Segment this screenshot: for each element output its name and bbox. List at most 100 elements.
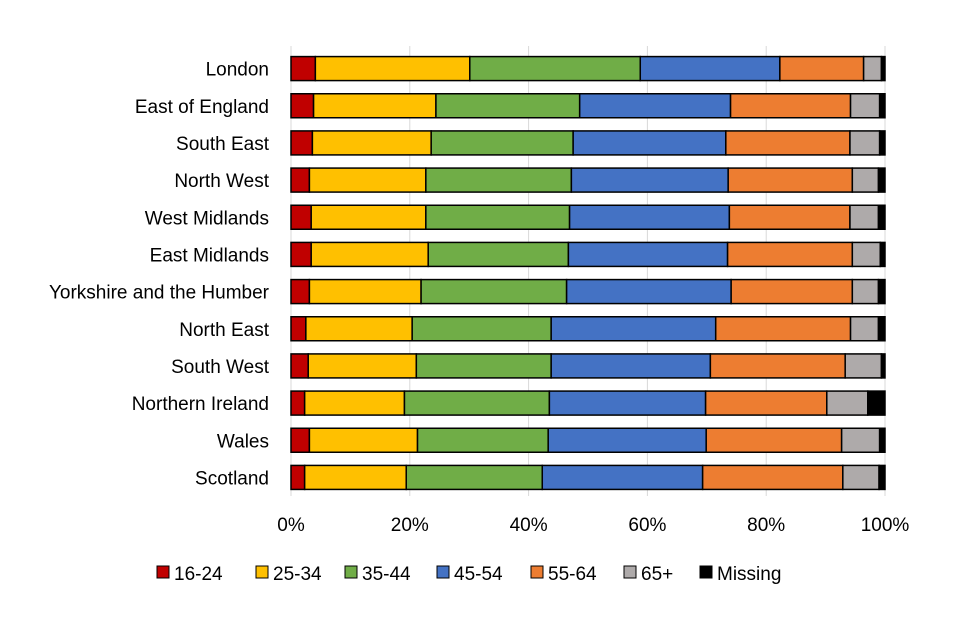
legend: 16-24 25-34 35-44 45-54 55-64 65+ Missing xyxy=(156,564,781,585)
bar-segment-missing xyxy=(878,427,886,453)
bar-segment-55-64 xyxy=(779,55,865,82)
bar-segment-35-44 xyxy=(415,353,552,379)
bar-segment-25-34 xyxy=(308,167,427,193)
bar-segment-missing xyxy=(867,390,886,416)
legend-swatch xyxy=(344,565,358,579)
bar-segment-65+ xyxy=(851,241,881,268)
x-tick-labels: 0% 20% 40% 60% 80% 100% xyxy=(277,515,909,536)
bar-segment-missing xyxy=(878,93,886,119)
legend-swatch xyxy=(156,565,170,579)
category-label: South East xyxy=(176,134,270,155)
bar-segment-16-24 xyxy=(290,353,309,379)
bar-segment-25-34 xyxy=(311,130,432,156)
bar-segment-55-64 xyxy=(729,93,852,119)
bar-segment-45-54 xyxy=(550,353,712,379)
category-label: Northern Ireland xyxy=(132,394,269,415)
category-labels: London East of England South East North Wes… xyxy=(49,60,270,490)
category-label: Scotland xyxy=(195,468,269,489)
legend-label: 55-64 xyxy=(548,564,597,585)
bar-segment-55-64 xyxy=(728,204,851,230)
bar-segment-missing xyxy=(877,278,886,305)
x-tick-label: 20% xyxy=(391,515,429,536)
bar-segment-65+ xyxy=(851,167,880,193)
bar-segment-missing xyxy=(877,316,886,342)
bar-segment-25-34 xyxy=(308,278,422,305)
bar-segment-35-44 xyxy=(425,204,571,230)
bar-segment-missing xyxy=(878,130,886,156)
legend-swatch xyxy=(436,565,450,579)
legend-label: 35-44 xyxy=(362,564,411,585)
category-label: London xyxy=(206,60,269,81)
x-tick-label: 100% xyxy=(861,515,910,536)
bar-segment-35-44 xyxy=(411,316,552,342)
bar-segment-16-24 xyxy=(290,93,315,119)
bar-segment-missing xyxy=(877,204,886,230)
bar-segment-35-44 xyxy=(405,464,544,491)
bar-segment-25-34 xyxy=(310,204,427,230)
category-label: North East xyxy=(179,320,269,341)
bar-segment-25-34 xyxy=(303,390,406,416)
bar-segment-missing xyxy=(879,241,886,268)
bar-segment-45-54 xyxy=(550,316,717,342)
bar-segment-65+ xyxy=(849,130,881,156)
bar-segment-25-34 xyxy=(308,427,419,453)
bar-segment-45-54 xyxy=(572,130,727,156)
bar-segment-45-54 xyxy=(639,55,781,82)
bar-segment-65+ xyxy=(840,427,881,453)
bar-segment-65+ xyxy=(851,278,880,305)
bar-segment-45-54 xyxy=(541,464,704,491)
bar-segment-65+ xyxy=(849,316,880,342)
bar-segment-16-24 xyxy=(290,204,312,230)
x-tick-label: 40% xyxy=(510,515,548,536)
bar-segment-25-34 xyxy=(310,241,429,268)
legend-swatch xyxy=(699,565,713,579)
x-tick-label: 80% xyxy=(747,515,785,536)
gridlines xyxy=(290,46,886,496)
bar-segment-55-64 xyxy=(726,241,854,268)
category-label: Wales xyxy=(217,431,269,452)
bar-segment-16-24 xyxy=(290,278,311,305)
bar-segment-35-44 xyxy=(427,241,570,268)
bar-segment-35-44 xyxy=(435,93,581,119)
bar-segment-65+ xyxy=(849,93,881,119)
bar-segment-65+ xyxy=(849,204,880,230)
category-label: West Midlands xyxy=(145,208,269,229)
legend-swatch xyxy=(255,565,269,579)
bar-segment-55-64 xyxy=(709,353,846,379)
bar-segment-35-44 xyxy=(416,427,549,453)
bar-segment-25-34 xyxy=(303,464,407,491)
bar-segment-missing xyxy=(880,353,886,379)
bar-segment-65+ xyxy=(842,464,880,491)
bar-segment-55-64 xyxy=(704,390,828,416)
bar-segment-35-44 xyxy=(403,390,551,416)
bar-segment-25-34 xyxy=(305,316,413,342)
bar-segment-missing xyxy=(878,464,886,491)
category-label: North West xyxy=(174,171,269,192)
category-label: South West xyxy=(171,357,270,378)
bar-segment-45-54 xyxy=(547,427,707,453)
category-label: East of England xyxy=(135,97,269,118)
bar-segment-missing xyxy=(880,55,886,82)
legend-label: 65+ xyxy=(641,564,673,585)
bar-segment-16-24 xyxy=(290,427,311,453)
x-tick-label: 60% xyxy=(628,515,666,536)
bar-segment-45-54 xyxy=(578,93,732,119)
bar-segment-65+ xyxy=(844,353,883,379)
legend-label: Missing xyxy=(717,564,781,585)
bar-segment-55-64 xyxy=(730,278,854,305)
bar-segment-25-34 xyxy=(312,93,437,119)
bar-segment-65+ xyxy=(826,390,869,416)
legend-label: 25-34 xyxy=(273,564,322,585)
bar-segment-55-64 xyxy=(725,130,851,156)
legend-swatch xyxy=(623,565,637,579)
bar-segment-16-24 xyxy=(290,130,314,156)
legend-label: 16-24 xyxy=(174,564,223,585)
bar-segment-16-24 xyxy=(290,55,317,82)
bar-segment-45-54 xyxy=(568,204,731,230)
bar-segment-16-24 xyxy=(290,390,306,416)
bar-segment-missing xyxy=(877,167,886,193)
bar-segment-45-54 xyxy=(570,167,729,193)
bar-segment-45-54 xyxy=(567,241,729,268)
bar-segment-25-34 xyxy=(307,353,418,379)
